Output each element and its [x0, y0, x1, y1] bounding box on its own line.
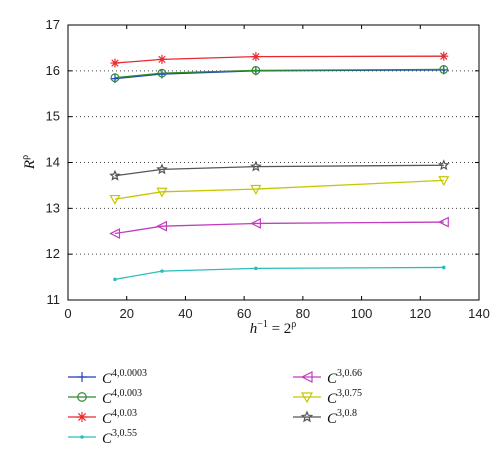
series-1 — [110, 65, 449, 84]
data-point — [160, 269, 164, 273]
y-tick-label: 17 — [46, 17, 60, 32]
data-point — [157, 54, 167, 64]
legend-label: C4,0.0003 — [102, 368, 147, 387]
data-point — [439, 51, 449, 61]
legend-item: C4,0.0003 — [68, 368, 147, 387]
data-point — [157, 68, 167, 78]
data-point — [156, 163, 168, 175]
series-layer — [109, 51, 450, 282]
legend-marker — [77, 372, 87, 382]
series-4 — [113, 265, 446, 282]
data-point — [254, 266, 258, 271]
series-line — [114, 55, 444, 64]
series-line — [114, 179, 444, 200]
x-tick-label: 40 — [178, 306, 192, 321]
y-tick-label: 14 — [46, 155, 60, 170]
y-tick-label: 16 — [46, 63, 60, 78]
series-7 — [109, 159, 450, 181]
x-axis-title: h−1 = 2ρ — [250, 319, 297, 337]
x-tick-label: 20 — [119, 306, 133, 321]
series-6 — [109, 176, 450, 205]
legend-marker — [300, 392, 314, 404]
series-line — [114, 266, 444, 281]
legend-marker — [77, 392, 87, 402]
legend-item: C3,0.66 — [293, 368, 362, 387]
series-line — [114, 68, 444, 79]
legend-item: C4,0.03 — [68, 408, 137, 427]
data-point — [438, 176, 450, 187]
legend-label: C3,0.55 — [102, 428, 137, 447]
x-tick-label: 100 — [351, 306, 373, 321]
data-point — [109, 169, 121, 181]
data-point — [109, 194, 121, 205]
legend: C4,0.0003C4,0.003C4,0.03C3,0.55C3,0.66C3… — [68, 368, 362, 447]
data-point — [250, 217, 261, 229]
y-tick-label: 11 — [47, 292, 61, 307]
legend-marker — [77, 412, 87, 422]
legend-item: C3,0.75 — [293, 388, 362, 407]
legend-marker — [300, 371, 313, 383]
data-point — [437, 216, 449, 228]
x-tick-label: 120 — [409, 306, 431, 321]
y-tick-label: 15 — [46, 109, 60, 124]
data-point — [113, 277, 117, 282]
grid-lines — [68, 70, 479, 255]
data-point — [251, 65, 261, 75]
series-3 — [110, 51, 449, 68]
axis-ticks: 0 20 40 60 80 100 120 140 11 12 13 14 15 16 17 — [46, 17, 490, 321]
data-point — [441, 265, 446, 270]
legend-marker — [80, 435, 84, 439]
series-2 — [110, 65, 449, 83]
legend-label: C3,0.8 — [327, 408, 357, 427]
x-tick-label: 60 — [237, 306, 251, 321]
legend-label: C3,0.66 — [327, 368, 362, 387]
x-tick-label: 80 — [296, 306, 310, 321]
data-point — [250, 184, 262, 195]
x-tick-label: 0 — [64, 306, 71, 321]
series-line — [114, 221, 444, 235]
x-tick-label: 140 — [468, 306, 490, 321]
legend-label: C4,0.03 — [102, 408, 137, 427]
data-point — [109, 228, 121, 240]
legend-item: C4,0.003 — [68, 388, 142, 407]
legend-marker — [300, 410, 314, 423]
y-tick-label: 12 — [46, 246, 60, 261]
legend-item: C3,0.55 — [68, 428, 137, 447]
data-point — [156, 187, 168, 198]
data-point — [156, 220, 168, 232]
data-point — [250, 160, 262, 172]
data-point — [439, 65, 449, 74]
data-point — [110, 58, 120, 68]
plot-frame — [67, 24, 480, 301]
series-line — [114, 164, 444, 177]
legend-item: C3,0.8 — [293, 408, 357, 427]
series-5 — [109, 216, 449, 240]
data-point — [438, 159, 450, 171]
data-point — [110, 73, 120, 83]
data-point — [251, 52, 261, 62]
y-tick-label: 13 — [46, 200, 60, 215]
legend-label: C3,0.75 — [327, 388, 362, 407]
y-axis-title: Rρ — [20, 155, 38, 170]
legend-label: C4,0.003 — [102, 388, 142, 407]
